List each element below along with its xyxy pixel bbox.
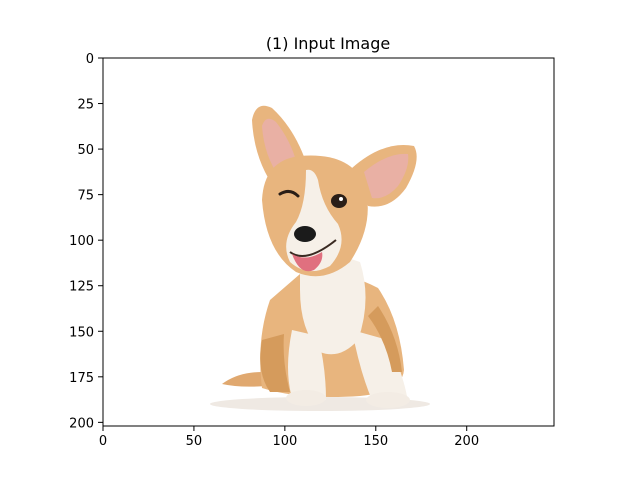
- x-tick-label: 50: [186, 434, 203, 449]
- y-axis: 0 25 50 75 100 125 150 175 200: [69, 52, 103, 431]
- x-tick-label: 200: [454, 434, 479, 449]
- y-tick-label: 200: [69, 416, 94, 431]
- y-tick-label: 100: [69, 234, 94, 249]
- x-axis: 0 50 100 150 200: [99, 426, 479, 449]
- plot-title: (1) Input Image: [266, 34, 390, 53]
- y-tick-label: 50: [77, 143, 94, 158]
- y-tick-label: 125: [69, 280, 94, 295]
- x-tick-label: 100: [272, 434, 297, 449]
- image-frame: [102, 57, 555, 427]
- y-tick-label: 175: [69, 371, 94, 386]
- x-tick-label: 0: [99, 434, 107, 449]
- y-tick-label: 0: [86, 52, 94, 67]
- y-tick-label: 25: [77, 98, 94, 113]
- image-panel: [102, 57, 555, 427]
- y-tick-label: 150: [69, 325, 94, 340]
- dog-photo: [210, 105, 430, 411]
- y-tick-label: 75: [77, 189, 94, 204]
- x-tick-label: 150: [363, 434, 388, 449]
